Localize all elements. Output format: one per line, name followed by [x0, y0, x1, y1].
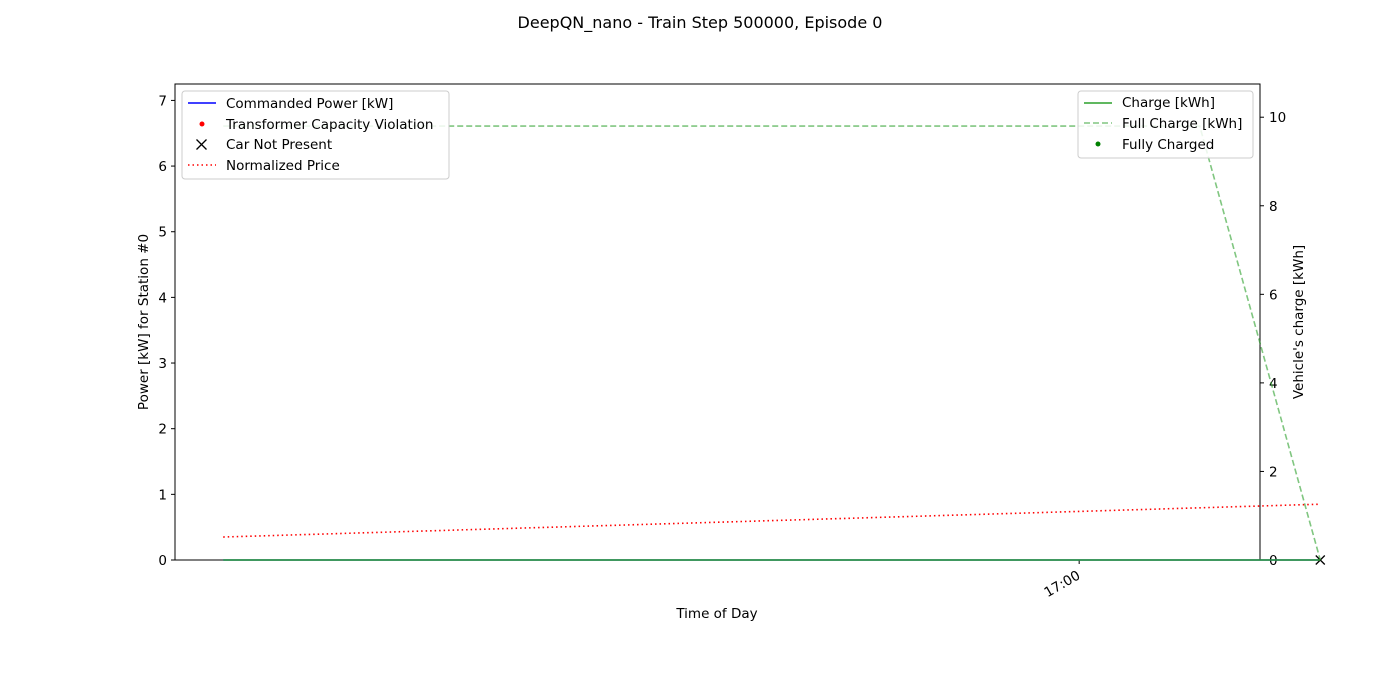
legend-swatch-car-not-present [196, 139, 207, 150]
legend-label-normalized-price: Normalized Price [226, 158, 340, 174]
legend-right-box [1077, 90, 1254, 159]
series-marker-car-not-present [1315, 555, 1326, 565]
legend-swatch-transformer-violation [199, 121, 205, 127]
x-axis-label: Time of Day [675, 606, 757, 622]
series-line-full-charge-kwh [223, 125, 1322, 561]
legend-label-car-not-present: Car Not Present [226, 137, 332, 153]
legend-label-fully-charged: Fully Charged [1122, 137, 1214, 153]
legend-right: Charge [kWh] Full Charge [kWh] Fully Cha… [1077, 90, 1254, 159]
legend-left-box [181, 90, 450, 180]
y-right-tick-label: 2 [1269, 464, 1278, 480]
x-tick-label: 17:00 [1041, 568, 1083, 601]
y-axis-left-label: Power [kW] for Station #0 [136, 234, 152, 410]
y-right-tick-label: 0 [1269, 553, 1278, 569]
y-left-tick-label: 6 [158, 159, 167, 175]
legend-label-transformer-violation: Transformer Capacity Violation [225, 117, 433, 133]
y-left-tick-label: 1 [158, 487, 167, 503]
y-right-tick-label: 4 [1269, 376, 1278, 392]
y-left-tick-label: 3 [158, 356, 167, 372]
legend-left: Commanded Power [kW] Transformer Capacit… [181, 90, 450, 180]
chart-title: DeepQN_nano - Train Step 500000, Episode… [518, 13, 883, 33]
y-left-tick-label: 5 [158, 225, 167, 241]
series-layer [223, 125, 1326, 565]
y-left-tick-label: 2 [158, 422, 167, 438]
y-axis-right-label: Vehicle's charge [kWh] [1291, 245, 1307, 399]
y-left-tick-label: 0 [158, 553, 167, 569]
y-left-tick-label: 4 [158, 290, 167, 306]
y-right-tick-label: 10 [1269, 110, 1286, 126]
y-right-tick-label: 6 [1269, 287, 1278, 303]
series-line-normalized-price [223, 503, 1321, 538]
legend-label-full-charge: Full Charge [kWh] [1122, 116, 1242, 132]
legend-swatch-fully-charged [1095, 141, 1101, 147]
y-right-tick-label: 8 [1269, 199, 1278, 215]
legend-label-commanded-power: Commanded Power [kW] [226, 96, 393, 112]
y-left-tick-label: 7 [158, 93, 167, 109]
legend-label-charge: Charge [kWh] [1122, 95, 1215, 111]
